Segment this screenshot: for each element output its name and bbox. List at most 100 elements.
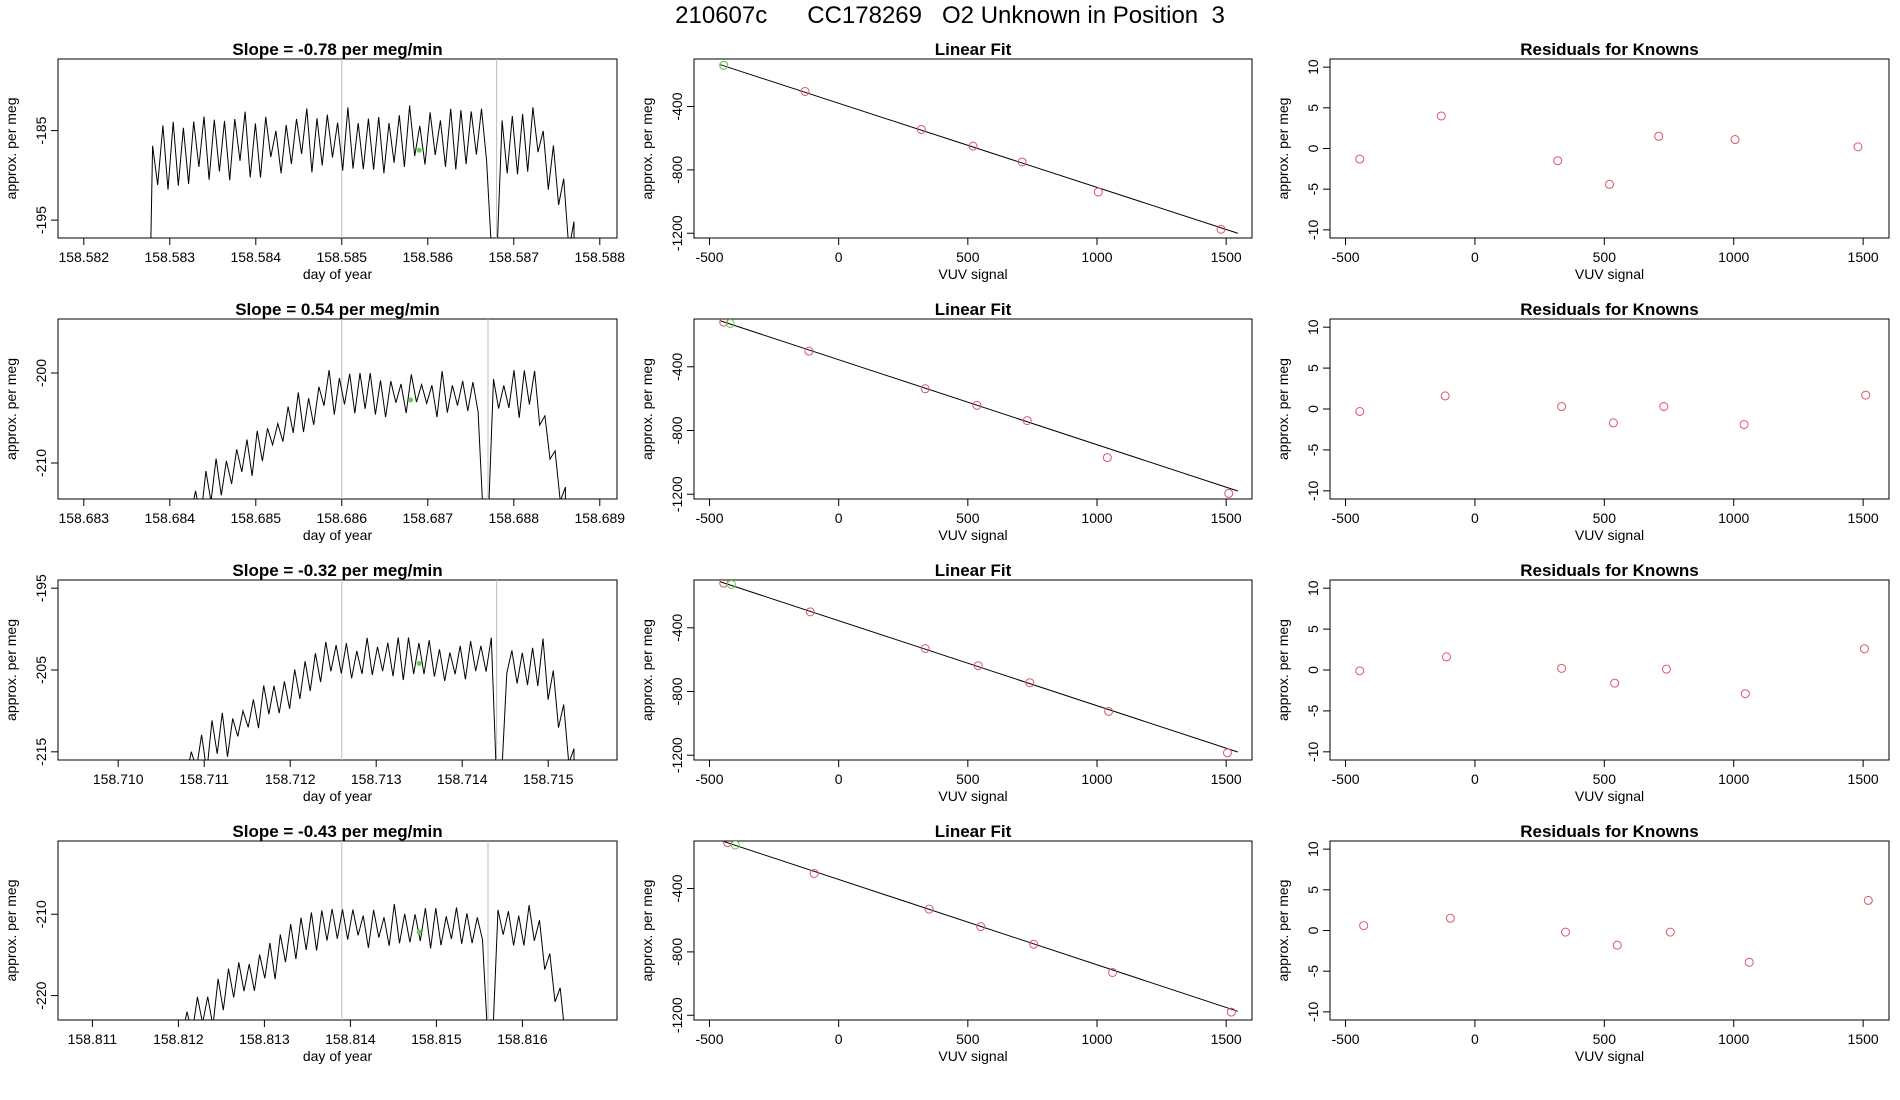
plot-frame [693,579,1253,761]
chart-title: Linear Fit [935,822,1012,841]
unknown-point [730,841,740,850]
x-tick-label: -500 [1332,1031,1360,1047]
residual-point [1445,913,1455,923]
y-tick-label: -195 [33,574,49,602]
known-point [972,400,982,410]
x-tick-label: 158.683 [58,510,109,526]
y-tick-label: 5 [1305,625,1321,633]
residual-point [1861,390,1871,400]
page-title: 210607c CC178269 O2 Unknown in Position … [675,2,1225,29]
x-axis-label: VUV signal [1575,1048,1644,1064]
x-tick-label: 1000 [1081,771,1112,787]
residual-point [1730,135,1740,145]
plot-area [178,319,566,499]
x-tick-label: 158.585 [316,249,367,265]
x-tick-label: 158.714 [437,771,488,787]
known-point [804,346,814,356]
plot-frame [1329,58,1890,239]
x-tick-label: 158.583 [144,249,195,265]
panel-r3-c2: Linear Fit -500 0 500 1000 1500 VUV signal -120… [639,561,1253,804]
residual-point [1665,927,1675,937]
unknown-point [416,660,422,666]
residual-point [1654,131,1664,141]
x-tick-label: 158.588 [574,249,625,265]
x-tick-label: 158.584 [230,249,281,265]
known-point [916,124,926,134]
plot-frame [1329,318,1890,500]
y-tick-label: -210 [33,900,49,928]
x-axis-label: VUV signal [938,266,1007,282]
y-tick-label: 5 [1305,364,1321,372]
x-tick-label: 0 [835,771,843,787]
y-tick-label: 10 [1305,580,1321,596]
residual-point [1661,664,1671,674]
data-trace [169,903,566,1020]
unknown-point [416,147,422,153]
y-tick-label: -10 [1305,1002,1321,1022]
x-tick-label: -500 [695,510,723,526]
x-tick-label: 158.687 [402,510,453,526]
x-tick-label: 1500 [1848,510,1879,526]
plot-frame [57,579,618,761]
known-point [920,384,930,394]
y-axis-label: approx. per meg [3,619,19,721]
residual-point [1355,406,1365,416]
plot-frame [693,840,1253,1021]
panel-r4-c2: Linear Fit -500 0 500 1000 1500 VUV signal -120… [639,822,1253,1064]
x-tick-label: 158.688 [488,510,539,526]
panel-r2-c2: Linear Fit -500 0 500 1000 1500 VUV signal -120… [639,300,1253,543]
residual-point [1557,663,1567,673]
y-tick-label: -1200 [669,476,685,512]
y-axis-label: approx. per meg [1275,358,1291,460]
y-tick-label: -800 [669,938,685,966]
x-tick-label: 158.812 [153,1031,204,1047]
residual-point [1441,652,1451,662]
y-tick-label: -185 [33,116,49,144]
chart-title: Slope = -0.78 per meg/min [232,40,442,59]
x-tick-label: 158.711 [179,771,229,787]
panel-r1-c1: Slope = -0.78 per meg/min 158.582 158.583 1… [3,40,625,282]
plot-area [719,60,1238,234]
x-tick-label: 158.813 [239,1031,290,1047]
x-axis-label: day of year [303,527,373,543]
panel-r4-c1: Slope = -0.43 per meg/min 158.811 158.812 1… [3,822,618,1064]
x-tick-label: 1000 [1718,771,1749,787]
x-tick-label: 500 [956,1031,980,1047]
x-tick-label: 158.582 [58,249,109,265]
y-tick-label: -200 [33,359,49,387]
known-point [924,904,934,914]
chart-title: Slope = 0.54 per meg/min [235,300,440,319]
plot-area [1359,895,1873,967]
panel-r1-c3: Residuals for Knowns -500 0 500 1000 1500 VUV … [1275,40,1890,282]
known-point [968,141,978,151]
panel-r1-c2: Linear Fit -500 0 500 1000 1500 VUV signal -120… [639,40,1253,282]
x-tick-label: 500 [956,771,980,787]
x-tick-label: 158.710 [93,771,144,787]
chart-title: Linear Fit [935,300,1012,319]
plot-frame [693,318,1253,500]
known-point [1216,224,1226,234]
y-tick-label: -1200 [669,737,685,773]
y-tick-label: -220 [33,981,49,1009]
known-point [976,922,986,932]
y-tick-label: 5 [1305,104,1321,112]
x-tick-label: 0 [1471,510,1479,526]
y-tick-label: 5 [1305,886,1321,894]
plot-area [720,841,1238,1017]
unknown-point [719,60,729,70]
x-tick-label: 158.586 [402,249,453,265]
data-trace [58,105,575,238]
unknown-point [408,397,414,403]
plot-area [719,319,1238,498]
plot-area [1355,644,1869,699]
y-tick-label: -5 [1305,965,1321,978]
y-tick-label: -210 [33,449,49,477]
known-point [809,868,819,878]
residual-point [1659,402,1669,412]
x-tick-label: 500 [956,249,980,265]
y-tick-label: -10 [1305,480,1321,500]
plot-area [58,59,575,238]
x-tick-label: 158.816 [497,1031,548,1047]
y-tick-label: 0 [1305,144,1321,152]
panel-r2-c1: Slope = 0.54 per meg/min 158.683 158.684 15… [3,300,625,543]
